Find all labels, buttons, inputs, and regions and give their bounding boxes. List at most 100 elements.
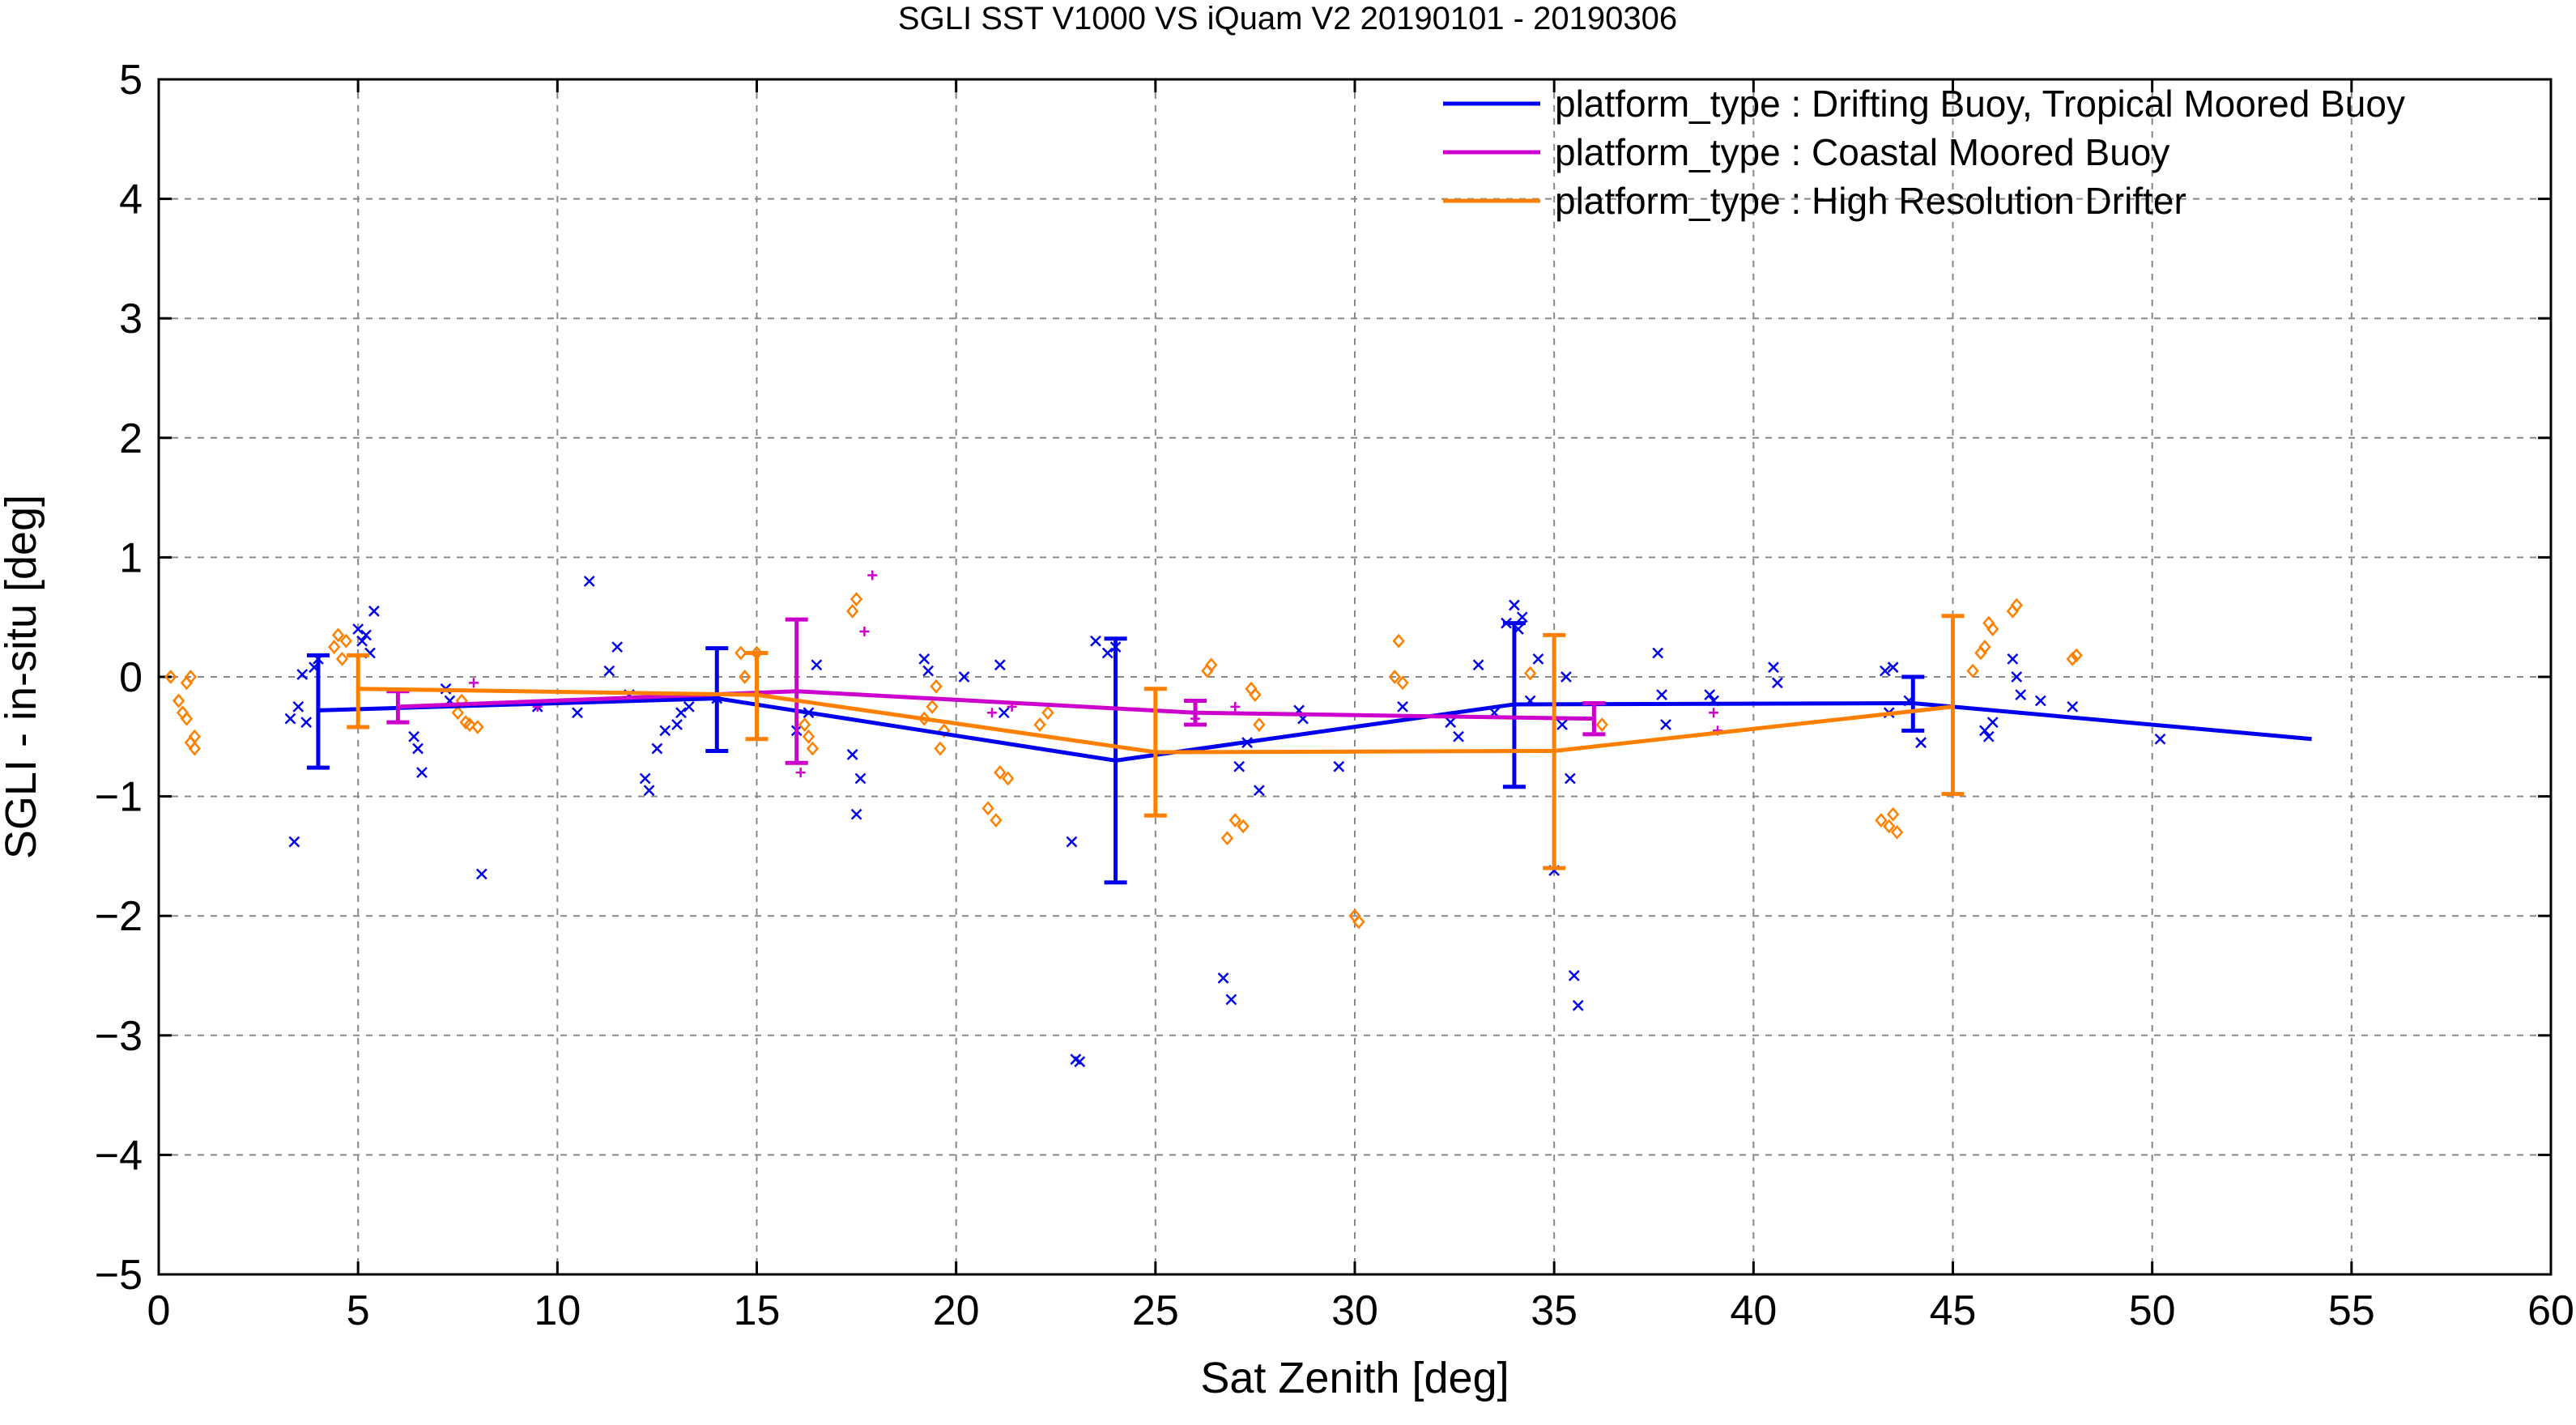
data-point <box>1523 666 1537 681</box>
data-point <box>292 701 304 712</box>
data-point <box>1652 647 1664 659</box>
data-point <box>1217 972 1229 984</box>
data-point <box>1472 659 1484 671</box>
data-point <box>1982 730 1995 742</box>
legend-label: platform_type : Coastal Moored Buoy <box>1555 131 2169 173</box>
x-tick-label: 40 <box>1730 1287 1777 1334</box>
x-axis-label: Sat Zenith [deg] <box>1200 1354 1509 1402</box>
data-point <box>1875 813 1888 828</box>
data-point <box>850 808 862 820</box>
data-point <box>918 653 930 665</box>
data-point <box>611 641 624 653</box>
data-point <box>416 767 428 778</box>
data-point <box>795 768 806 778</box>
data-point <box>2015 689 2027 701</box>
series-line <box>398 689 1595 721</box>
x-tick-label: 55 <box>2328 1287 2375 1334</box>
data-point <box>451 705 464 721</box>
data-point <box>1445 717 1457 728</box>
data-point <box>639 772 651 785</box>
plot-area <box>164 570 2312 1068</box>
data-point <box>296 669 309 680</box>
data-point <box>811 659 823 671</box>
error-bar <box>1543 632 1566 870</box>
data-point <box>2010 598 2023 613</box>
data-point <box>164 670 177 684</box>
data-point <box>643 785 655 797</box>
data-point <box>1253 717 1266 732</box>
data-point <box>998 707 1010 719</box>
error-bar <box>1502 621 1526 789</box>
data-point <box>1595 717 1608 732</box>
data-point <box>1768 661 1779 674</box>
data-point <box>471 720 484 734</box>
data-point <box>1887 661 1899 674</box>
x-tick-label: 10 <box>534 1287 581 1334</box>
y-tick-label: 0 <box>119 654 143 701</box>
data-point <box>1074 1056 1086 1068</box>
data-point <box>2007 653 2019 665</box>
data-point <box>583 576 595 587</box>
data-point <box>1568 970 1580 981</box>
data-point <box>1392 633 1405 649</box>
data-point <box>867 570 878 581</box>
data-point <box>408 730 419 742</box>
legend: platform_type : Drifting Buoy, Tropical … <box>1443 83 2405 222</box>
data-point <box>859 626 870 636</box>
data-point <box>468 678 479 688</box>
x-tick-label: 5 <box>347 1287 370 1334</box>
error-bar <box>1104 636 1127 885</box>
data-point <box>1915 737 1927 749</box>
data-point <box>180 711 194 726</box>
data-point <box>849 592 863 606</box>
y-tick-label: −2 <box>95 893 143 940</box>
data-point <box>1066 836 1078 848</box>
data-point <box>986 708 997 718</box>
data-point <box>1556 719 1568 730</box>
data-point <box>1397 701 1408 712</box>
data-point <box>1509 599 1520 611</box>
data-point <box>1090 635 1101 647</box>
data-point <box>734 645 747 661</box>
data-point <box>368 605 380 617</box>
data-point <box>938 723 951 738</box>
data-point <box>284 712 296 725</box>
data-point <box>651 742 663 755</box>
data-point <box>1453 730 1464 742</box>
data-point <box>1572 1000 1584 1011</box>
data-point <box>1101 647 1113 659</box>
data-point <box>990 813 1003 828</box>
data-point <box>1966 663 1979 678</box>
data-point <box>1709 708 1719 718</box>
x-tick-label: 15 <box>734 1287 781 1334</box>
data-point <box>1253 785 1265 797</box>
data-point <box>1890 824 1904 840</box>
data-point <box>1986 622 1999 636</box>
grid <box>159 79 2551 1274</box>
data-point <box>1704 689 1716 701</box>
data-point <box>288 836 300 848</box>
data-point <box>463 717 476 732</box>
data-point <box>2066 651 2079 666</box>
data-point <box>356 635 368 647</box>
error-bar <box>745 650 769 742</box>
x-tick-label: 35 <box>1531 1287 1578 1334</box>
x-tick-label: 20 <box>933 1287 980 1334</box>
data-point <box>981 801 994 816</box>
data-point <box>802 729 815 744</box>
data-point <box>1002 771 1015 786</box>
data-point <box>1979 725 1991 737</box>
legend-label: platform_type : High Resolution Drifter <box>1555 180 2186 222</box>
data-point <box>331 627 345 643</box>
y-tick-label: −3 <box>95 1013 143 1060</box>
data-point <box>1041 705 1054 721</box>
y-tick-label: 5 <box>119 57 143 104</box>
data-point <box>926 699 939 714</box>
data-point <box>1225 993 1237 1006</box>
data-point <box>994 659 1006 671</box>
data-point <box>1220 831 1234 846</box>
data-point <box>994 765 1007 781</box>
y-tick-label: −5 <box>95 1252 143 1299</box>
data-point <box>1033 717 1046 732</box>
